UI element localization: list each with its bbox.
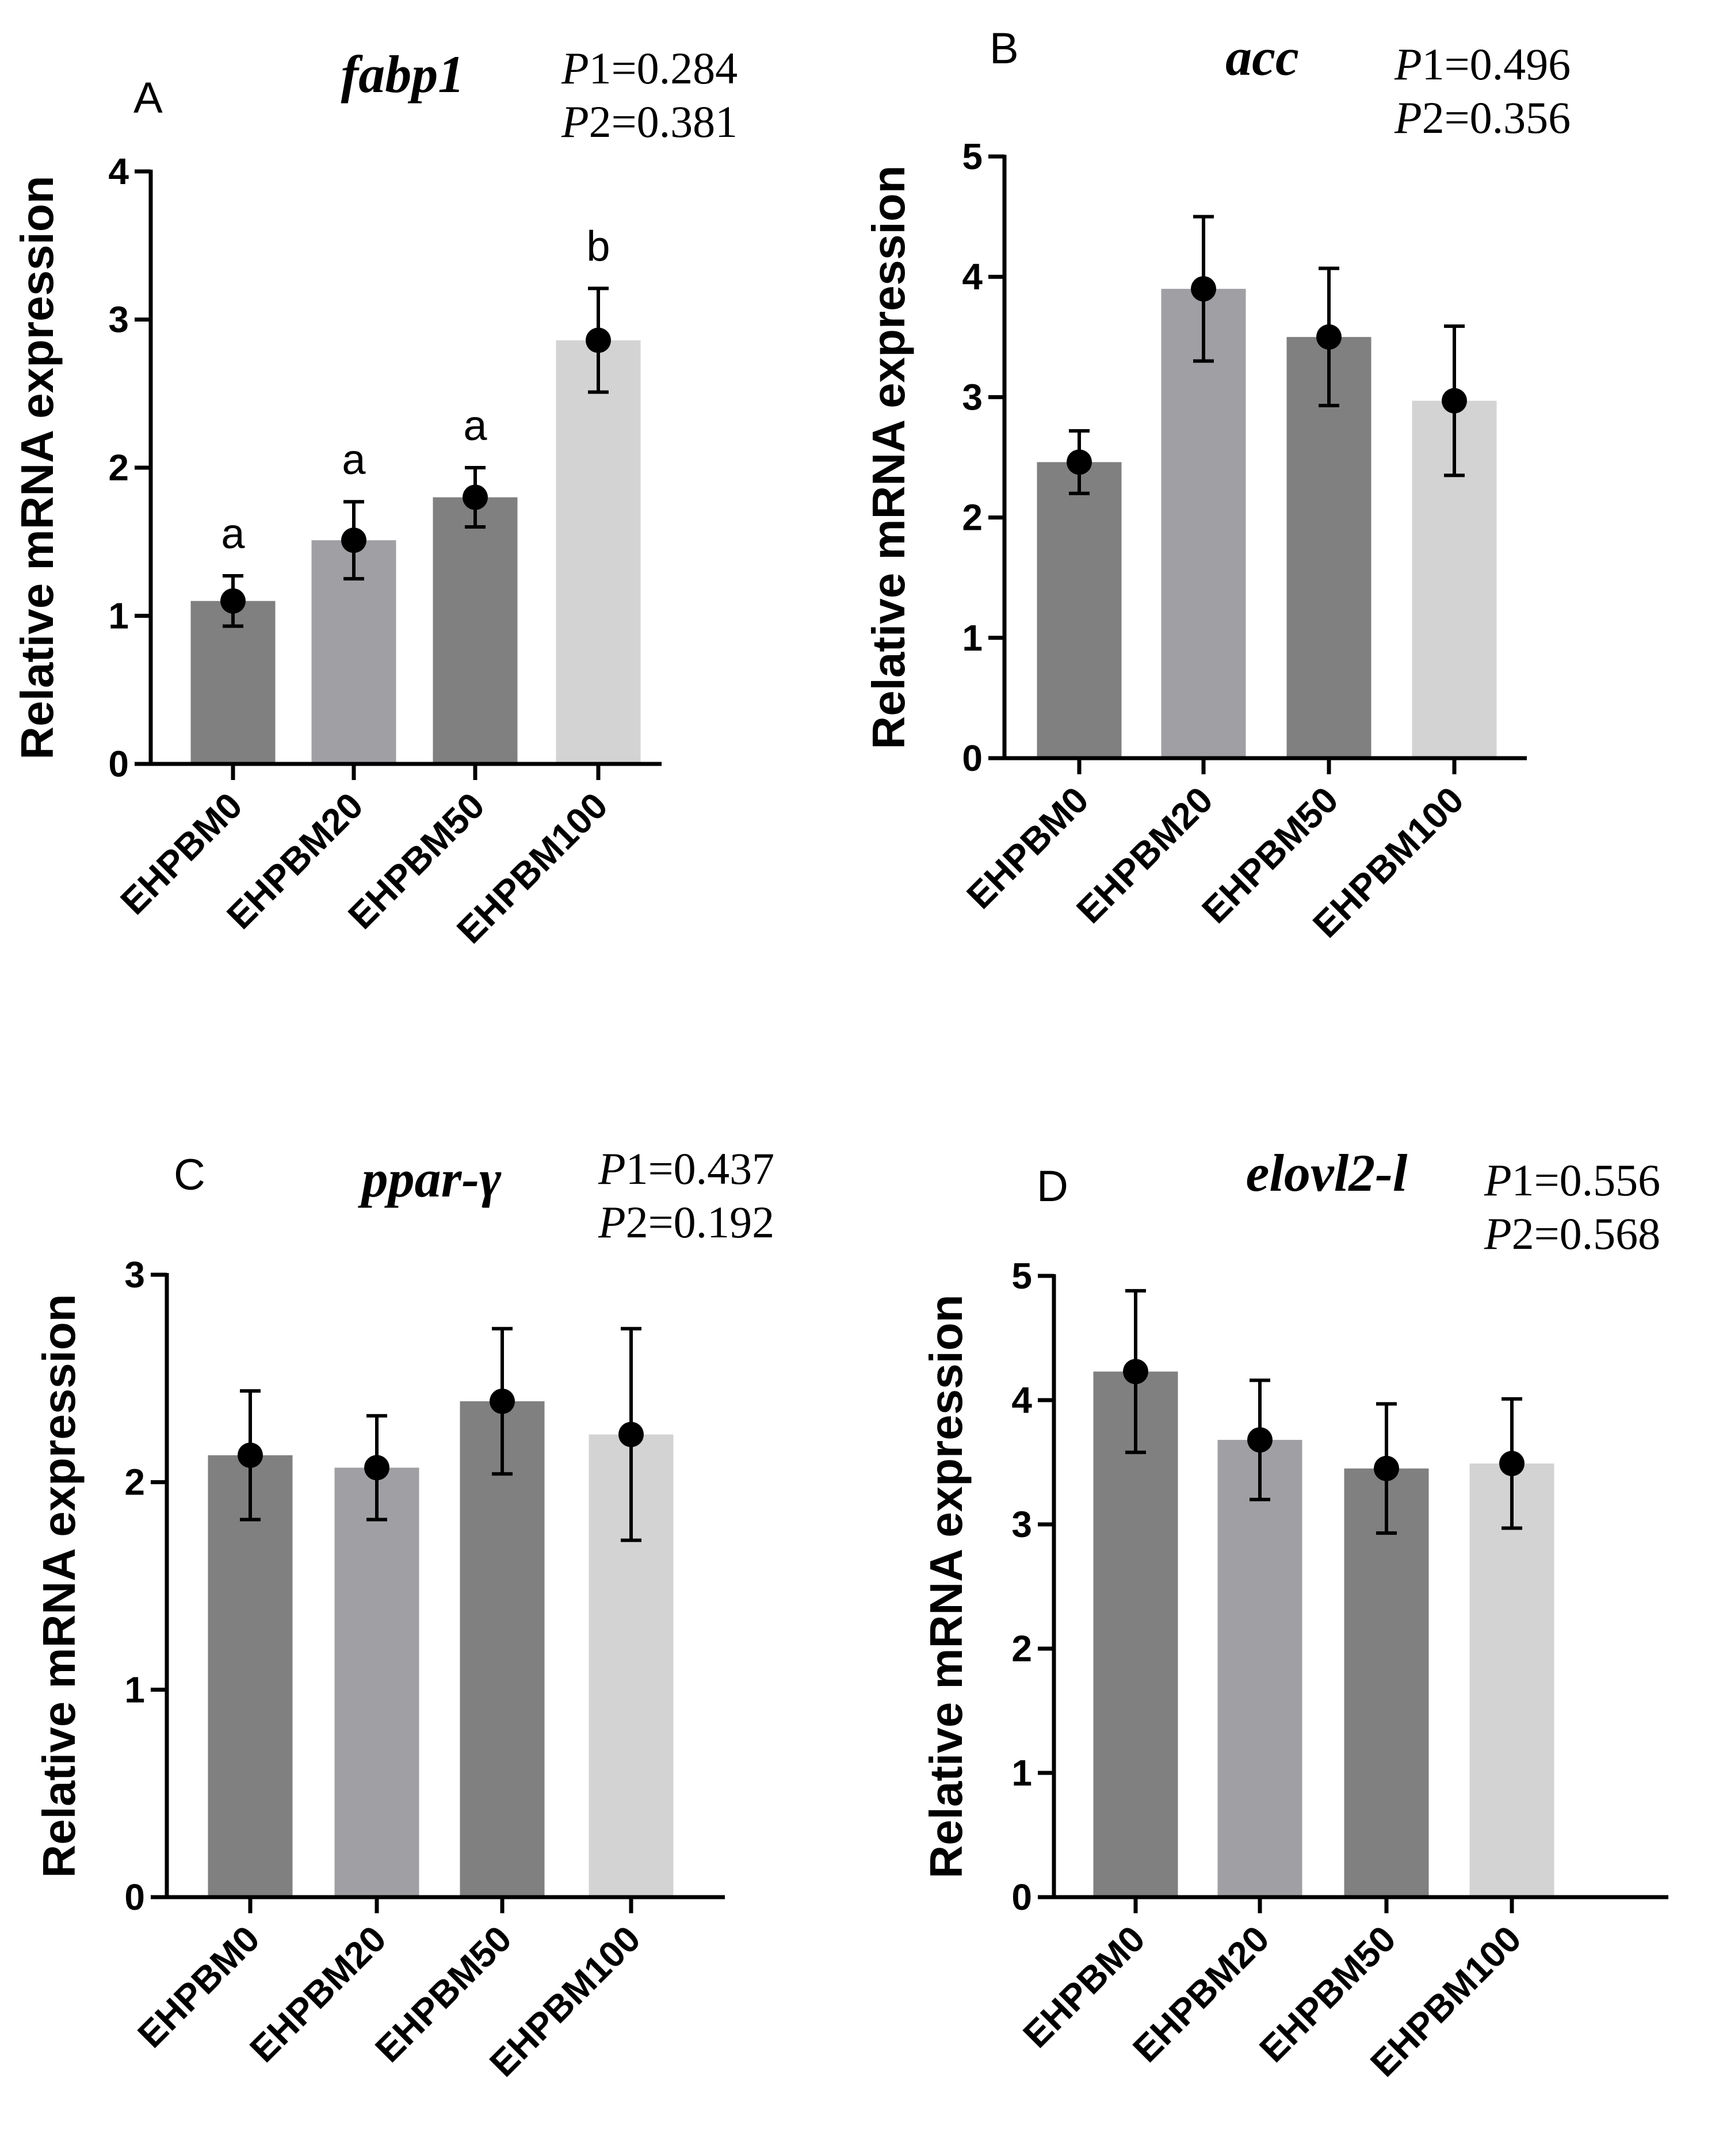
p-value-2: P2=0.192 [598, 1197, 774, 1247]
significance-letter: b [586, 222, 610, 270]
panel-letter: D [1037, 1162, 1068, 1211]
x-tick-label: EHPBM20 [242, 1918, 394, 2070]
y-tick-label: 5 [1011, 1255, 1032, 1297]
mean-point-ehpbm50 [490, 1389, 515, 1415]
y-tick-label: 4 [108, 151, 129, 192]
y-axis-label: Relative mRNA expression [863, 165, 914, 749]
mean-point-ehpbm20 [1191, 276, 1216, 302]
mean-point-ehpbm20 [1247, 1427, 1273, 1453]
y-tick-label: 2 [124, 1462, 145, 1503]
y-tick-label: 5 [962, 136, 983, 177]
y-tick-label: 0 [108, 743, 129, 785]
mean-point-ehpbm0 [1123, 1359, 1148, 1385]
y-tick-label: 4 [1011, 1379, 1032, 1421]
significance-letter: a [221, 510, 245, 557]
y-axis-label: Relative mRNA expression [920, 1294, 972, 1878]
bar-ehpbm50 [460, 1401, 545, 1897]
bar-ehpbm0 [190, 601, 276, 764]
panel-letter: A [133, 74, 163, 123]
y-tick-label: 4 [962, 256, 983, 297]
significance-letter: a [463, 402, 487, 449]
x-tick-label: EHPBM0 [129, 1918, 268, 2056]
y-tick-label: 1 [962, 617, 983, 659]
mean-point-ehpbm100 [1442, 388, 1467, 414]
bar-ehpbm20 [1161, 289, 1246, 758]
y-tick-label: 0 [124, 1876, 145, 1918]
p-value-2: P2=0.381 [561, 97, 738, 147]
significance-letter: a [342, 435, 366, 483]
mean-point-ehpbm0 [1067, 449, 1092, 475]
y-tick-label: 1 [108, 595, 129, 637]
x-tick-label: EHPBM20 [1125, 1918, 1277, 2070]
p-value-2: P2=0.568 [1484, 1209, 1660, 1259]
mean-point-ehpbm50 [1316, 324, 1342, 350]
y-tick-label: 0 [1011, 1876, 1032, 1918]
y-tick-label: 3 [108, 299, 129, 341]
y-tick-label: 2 [962, 497, 983, 538]
p-value-1: P1=0.556 [1484, 1155, 1660, 1205]
bar-ehpbm0 [208, 1455, 293, 1897]
y-axis-label: Relative mRNA expression [12, 175, 63, 759]
y-axis-label: Relative mRNA expression [33, 1294, 85, 1878]
mean-point-ehpbm0 [220, 588, 246, 614]
y-tick-label: 3 [962, 376, 983, 418]
mean-point-ehpbm50 [463, 484, 488, 510]
y-tick-label: 3 [1011, 1504, 1032, 1545]
y-tick-label: 2 [1011, 1628, 1032, 1669]
p-value-1: P1=0.437 [598, 1144, 774, 1194]
bar-ehpbm50 [1344, 1468, 1429, 1897]
y-tick-label: 0 [962, 737, 983, 779]
p-value-2: P2=0.356 [1394, 93, 1571, 143]
panel-letter: C [174, 1150, 205, 1199]
p-value-1: P1=0.496 [1394, 39, 1571, 89]
y-tick-label: 2 [108, 447, 129, 488]
bar-ehpbm0 [1037, 462, 1122, 758]
y-tick-label: 1 [1011, 1752, 1032, 1794]
panel-letter: B [990, 24, 1019, 73]
bar-ehpbm50 [433, 497, 518, 764]
mean-point-ehpbm0 [238, 1442, 263, 1468]
mean-point-ehpbm100 [586, 327, 611, 353]
mean-point-ehpbm50 [1374, 1455, 1399, 1481]
y-tick-label: 1 [124, 1669, 145, 1710]
y-tick-label: 3 [124, 1254, 145, 1295]
chart-title: fabp1 [341, 45, 465, 104]
mean-point-ehpbm20 [364, 1455, 389, 1481]
p-value-1: P1=0.284 [561, 43, 738, 93]
bar-ehpbm0 [1093, 1371, 1178, 1897]
x-tick-label: EHPBM20 [1068, 779, 1221, 931]
chart-title: acc [1225, 28, 1299, 86]
mean-point-ehpbm100 [618, 1421, 644, 1447]
mean-point-ehpbm20 [341, 527, 366, 553]
bar-ehpbm100 [1469, 1463, 1554, 1897]
bar-ehpbm100 [556, 340, 641, 764]
bar-ehpbm20 [334, 1467, 419, 1897]
mean-point-ehpbm100 [1499, 1451, 1525, 1477]
chart-title: elovl2-l [1246, 1144, 1408, 1202]
chart-title: ppar-γ [358, 1149, 502, 1208]
bar-ehpbm20 [1217, 1440, 1302, 1897]
